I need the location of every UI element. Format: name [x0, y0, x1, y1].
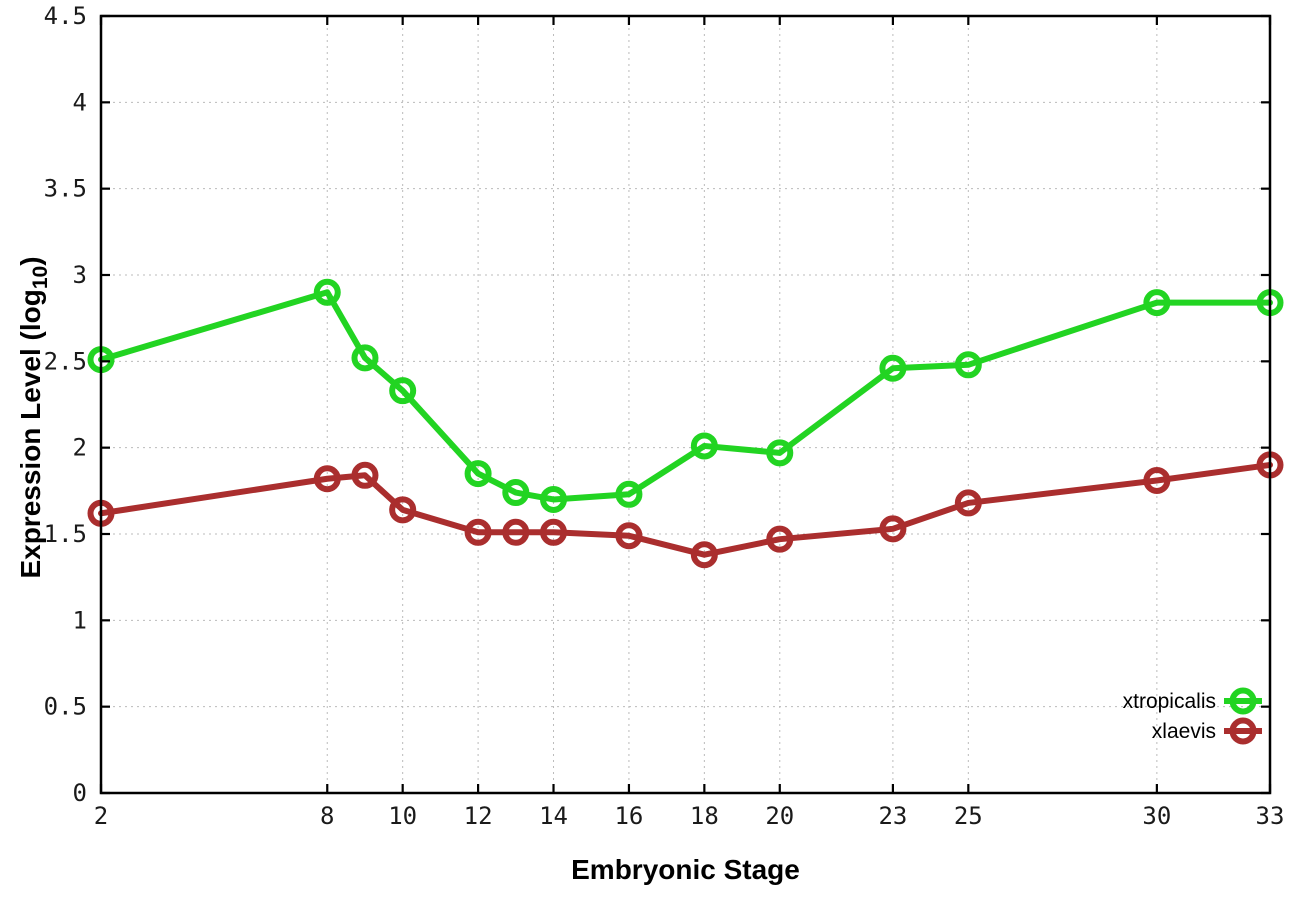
marker-xtropicalis [313, 278, 341, 306]
y-tick-label: 2.5 [44, 347, 87, 375]
x-tick-label: 18 [690, 802, 719, 830]
x-tick-label: 10 [388, 802, 417, 830]
tick-marks [99, 14, 1272, 795]
y-tick-label: 2 [73, 434, 87, 462]
plot-border [99, 14, 1272, 795]
legend: xtropicalis xlaevis [1123, 687, 1262, 745]
x-tick-label: 33 [1256, 802, 1285, 830]
x-tick-label: 16 [614, 802, 643, 830]
marker-xlaevis [540, 518, 568, 546]
x-tick-label: 2 [94, 802, 108, 830]
marker-xtropicalis [351, 344, 379, 372]
marker-xtropicalis [766, 439, 794, 467]
x-tick-labels: 2 8 10 12 14 16 18 20 23 25 30 33 [94, 802, 1285, 830]
series-line-xlaevis [98, 461, 1273, 558]
x-tick-label: 12 [464, 802, 493, 830]
data-series [87, 278, 1284, 569]
legend-entry-xlaevis: xlaevis [1152, 717, 1262, 745]
marker-xtropicalis [464, 460, 492, 488]
legend-entry-xtropicalis: xtropicalis [1123, 687, 1262, 715]
marker-xtropicalis [954, 351, 982, 379]
marker-xtropicalis [1143, 289, 1171, 317]
marker-xlaevis [502, 518, 530, 546]
marker-xlaevis [351, 461, 379, 489]
y-tick-label: 3 [73, 261, 87, 289]
marker-xlaevis [766, 525, 794, 553]
y-tick-label: 4 [73, 88, 87, 116]
y-axis-label: Expression Level (log10) [15, 256, 52, 578]
marker-xlaevis [1143, 466, 1171, 494]
x-axis-label: Embryonic Stage [571, 854, 800, 885]
legend-sample-marker [1229, 717, 1257, 745]
x-tick-label: 8 [320, 802, 334, 830]
y-tick-label: 0.5 [44, 693, 87, 721]
marker-xlaevis [389, 496, 417, 524]
marker-xtropicalis [502, 479, 530, 507]
marker-xtropicalis [389, 377, 417, 405]
marker-xtropicalis [540, 485, 568, 513]
x-tick-label: 25 [954, 802, 983, 830]
marker-xlaevis [313, 465, 341, 493]
marker-xlaevis [615, 522, 643, 550]
y-tick-label: 1 [73, 606, 87, 634]
series-line-xtropicalis [98, 289, 1273, 503]
x-tick-label: 20 [765, 802, 794, 830]
y-tick-label: 0 [73, 779, 87, 807]
y-tick-label: 3.5 [44, 175, 87, 203]
legend-label-xtropicalis: xtropicalis [1123, 690, 1216, 713]
y-tick-label: 1.5 [44, 520, 87, 548]
legend-sample-marker [1229, 687, 1257, 715]
marker-xtropicalis [615, 480, 643, 508]
marker-xlaevis [879, 515, 907, 543]
x-tick-label: 23 [878, 802, 907, 830]
marker-xtropicalis [690, 432, 718, 460]
marker-xlaevis [954, 489, 982, 517]
marker-xlaevis [464, 518, 492, 546]
marker-xtropicalis [879, 354, 907, 382]
gridlines [101, 16, 1270, 793]
x-tick-label: 14 [539, 802, 568, 830]
y-tick-labels: 0 0.5 1 1.5 2 2.5 3 3.5 4 4.5 [44, 2, 87, 807]
x-tick-label: 30 [1142, 802, 1171, 830]
marker-xlaevis [690, 541, 718, 569]
legend-label-xlaevis: xlaevis [1152, 720, 1216, 743]
y-tick-label: 4.5 [44, 2, 87, 30]
